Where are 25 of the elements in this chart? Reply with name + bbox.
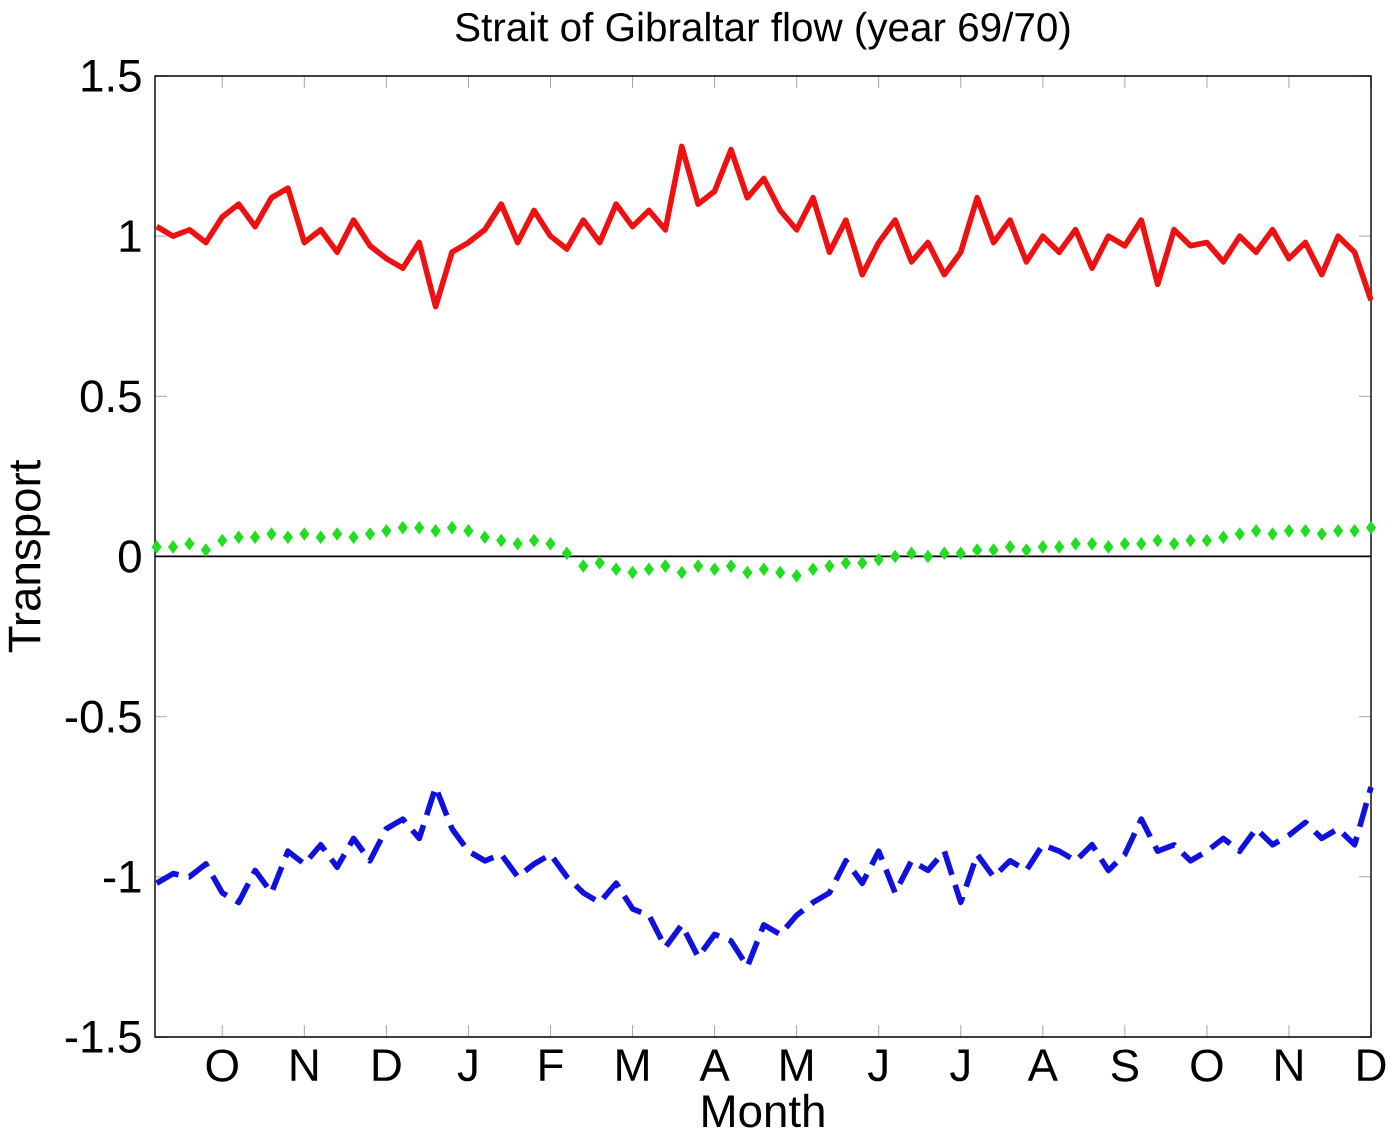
x-tick-label: D (373, 1049, 401, 1081)
y-axis-title: Transport (8, 459, 50, 653)
x-tick-label: M (617, 1049, 648, 1081)
y-tick-label: -0.5 (65, 700, 141, 733)
x-tick-label: D (1358, 1049, 1386, 1081)
x-tick-label: F (540, 1049, 563, 1081)
x-tick-label: J (950, 1049, 969, 1082)
y-tick-label: 1.5 (82, 60, 141, 92)
x-tick-label: A (699, 1049, 730, 1081)
y-tick-label: -1 (104, 861, 141, 893)
x-tick-label: O (206, 1049, 238, 1082)
x-tick-label: J (868, 1049, 887, 1082)
y-tick-label: 1 (120, 220, 141, 252)
y-tick-label: 0 (118, 540, 141, 573)
chart-title: Strait of Gibraltar flow (year 69/70) (455, 11, 1070, 50)
x-tick-label: A (1027, 1049, 1058, 1081)
x-tick-label: O (1191, 1049, 1223, 1082)
x-tick-label: M (781, 1049, 812, 1081)
x-tick-label: J (457, 1049, 477, 1082)
x-tick-label: N (1276, 1049, 1302, 1081)
y-tick-label: 0.5 (80, 380, 141, 413)
y-tick-label: -1.5 (65, 1021, 141, 1053)
x-tick-label: N (291, 1049, 318, 1081)
x-tick-label: S (1111, 1049, 1139, 1082)
x-axis-title: Month (703, 1093, 824, 1128)
